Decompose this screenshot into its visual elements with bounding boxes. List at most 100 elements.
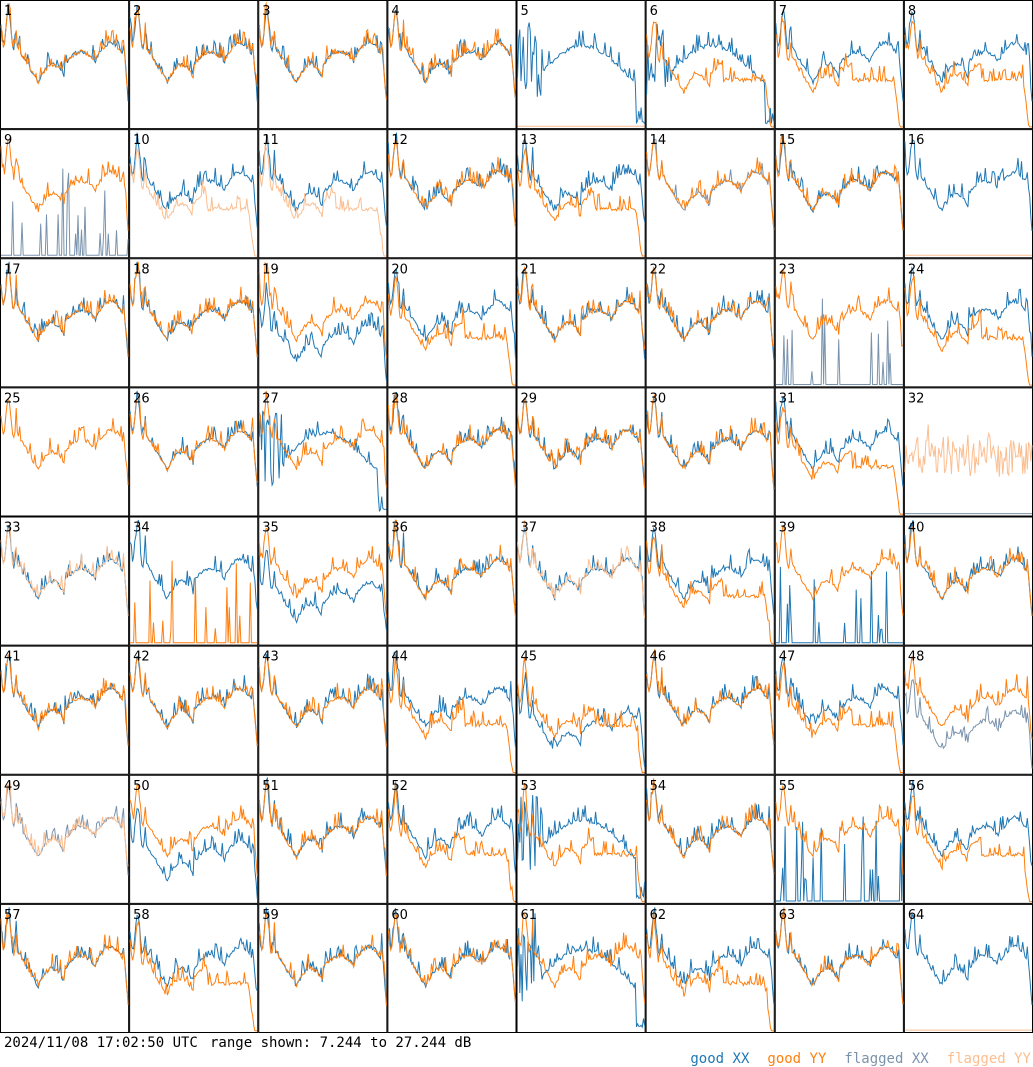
series-yy — [646, 536, 774, 644]
panel-8: 8 — [903, 0, 1033, 130]
series-yy — [258, 527, 387, 618]
series-yy — [775, 785, 904, 875]
series-xx — [904, 139, 1033, 231]
panel-35: 35 — [258, 516, 388, 646]
series-yy — [0, 782, 129, 867]
series-yy — [517, 397, 646, 489]
panel-label: 61 — [521, 908, 538, 923]
series-xx — [517, 671, 646, 767]
panel-label: 12 — [391, 133, 408, 148]
series-xx — [129, 807, 258, 899]
legend-flagged-yy: flagged YY — [946, 1051, 1031, 1067]
series-yy — [129, 783, 258, 876]
panel-label: 20 — [391, 262, 408, 277]
panel-label: 47 — [779, 650, 796, 665]
panel-60: 60 — [387, 903, 517, 1033]
panel-label: 15 — [779, 133, 796, 148]
panel-label: 56 — [908, 779, 925, 794]
series-xx — [646, 23, 775, 124]
panel-label: 8 — [908, 4, 916, 19]
series-xx — [904, 780, 1033, 866]
panel-label: 44 — [391, 650, 408, 665]
panel-frame — [387, 129, 517, 259]
panel-label: 34 — [133, 521, 150, 536]
panel-17: 17 — [0, 258, 130, 388]
panel-7: 7 — [774, 0, 904, 130]
panel-label: 63 — [779, 908, 796, 923]
panel-label: 21 — [521, 262, 538, 277]
series-xx — [517, 913, 646, 1029]
panel-32: 32 — [903, 387, 1033, 517]
series-yy — [517, 266, 646, 350]
panel-1: 1 — [0, 0, 130, 130]
panel-label: 22 — [650, 262, 667, 277]
series-yy — [129, 920, 258, 1032]
panel-15: 15 — [774, 129, 904, 259]
panel-21: 21 — [516, 258, 646, 388]
panel-5: 5 — [516, 0, 646, 130]
series-xx — [646, 907, 775, 1004]
panel-label: 10 — [133, 133, 150, 148]
panel-label: 14 — [650, 133, 667, 148]
panel-64: 64 — [903, 903, 1033, 1033]
series-yy — [130, 560, 258, 644]
panel-3: 3 — [258, 0, 388, 130]
series-xx — [387, 651, 516, 748]
series-yy — [646, 140, 775, 230]
series-yy — [387, 392, 516, 488]
series-yy — [904, 19, 1032, 128]
panel-label: 11 — [262, 133, 279, 148]
series-yy — [129, 657, 258, 747]
panel-26: 26 — [129, 387, 259, 517]
panel-label: 23 — [779, 262, 796, 277]
panel-31: 31 — [774, 387, 904, 517]
panel-label: 53 — [521, 779, 538, 794]
panel-25: 25 — [0, 387, 130, 517]
panel-label: 48 — [908, 650, 925, 665]
panel-55: 55 — [774, 774, 904, 904]
series-xx — [904, 679, 1033, 769]
panel-50: 50 — [129, 774, 259, 904]
panel-45: 45 — [516, 645, 646, 775]
panel-label: 5 — [521, 4, 529, 19]
panel-label: 19 — [262, 262, 279, 277]
series-yy — [387, 519, 516, 618]
panel-label: 51 — [262, 779, 279, 794]
series-xx — [775, 566, 903, 644]
series-yy — [258, 144, 387, 257]
panel-label: 17 — [4, 262, 21, 277]
panel-22: 22 — [645, 258, 775, 388]
panel-24: 24 — [903, 258, 1033, 388]
series-yy — [0, 528, 129, 616]
panel-6: 6 — [645, 0, 775, 130]
panel-frame — [0, 258, 130, 388]
series-yy — [129, 261, 258, 358]
panel-label: 13 — [521, 133, 538, 148]
panel-62: 62 — [645, 903, 775, 1033]
panel-41: 41 — [0, 645, 130, 775]
panel-13: 13 — [516, 129, 646, 259]
legend: good XX good YY flagged XX flagged YY — [656, 1035, 1031, 1067]
series-yy — [646, 266, 775, 348]
series-xx — [775, 10, 904, 101]
panel-label: 32 — [908, 391, 925, 406]
series-yy — [517, 520, 646, 619]
series-yy — [0, 3, 129, 89]
panel-label: 30 — [650, 391, 667, 406]
series-yy — [387, 655, 516, 773]
panel-label: 55 — [779, 779, 796, 794]
series-yy — [387, 275, 516, 386]
panel-38: 38 — [645, 516, 775, 646]
series-yy — [904, 276, 1032, 386]
panel-frame — [645, 645, 775, 775]
panel-frame — [645, 774, 775, 904]
panel-label: 27 — [262, 391, 279, 406]
series-yy — [646, 778, 775, 875]
series-yy — [904, 656, 1033, 740]
range-text: range shown: 7.244 to 27.244 dB — [210, 1035, 472, 1051]
panel-56: 56 — [903, 774, 1033, 904]
panel-52: 52 — [387, 774, 517, 904]
panel-48: 48 — [903, 645, 1033, 775]
series-yy — [0, 139, 129, 231]
